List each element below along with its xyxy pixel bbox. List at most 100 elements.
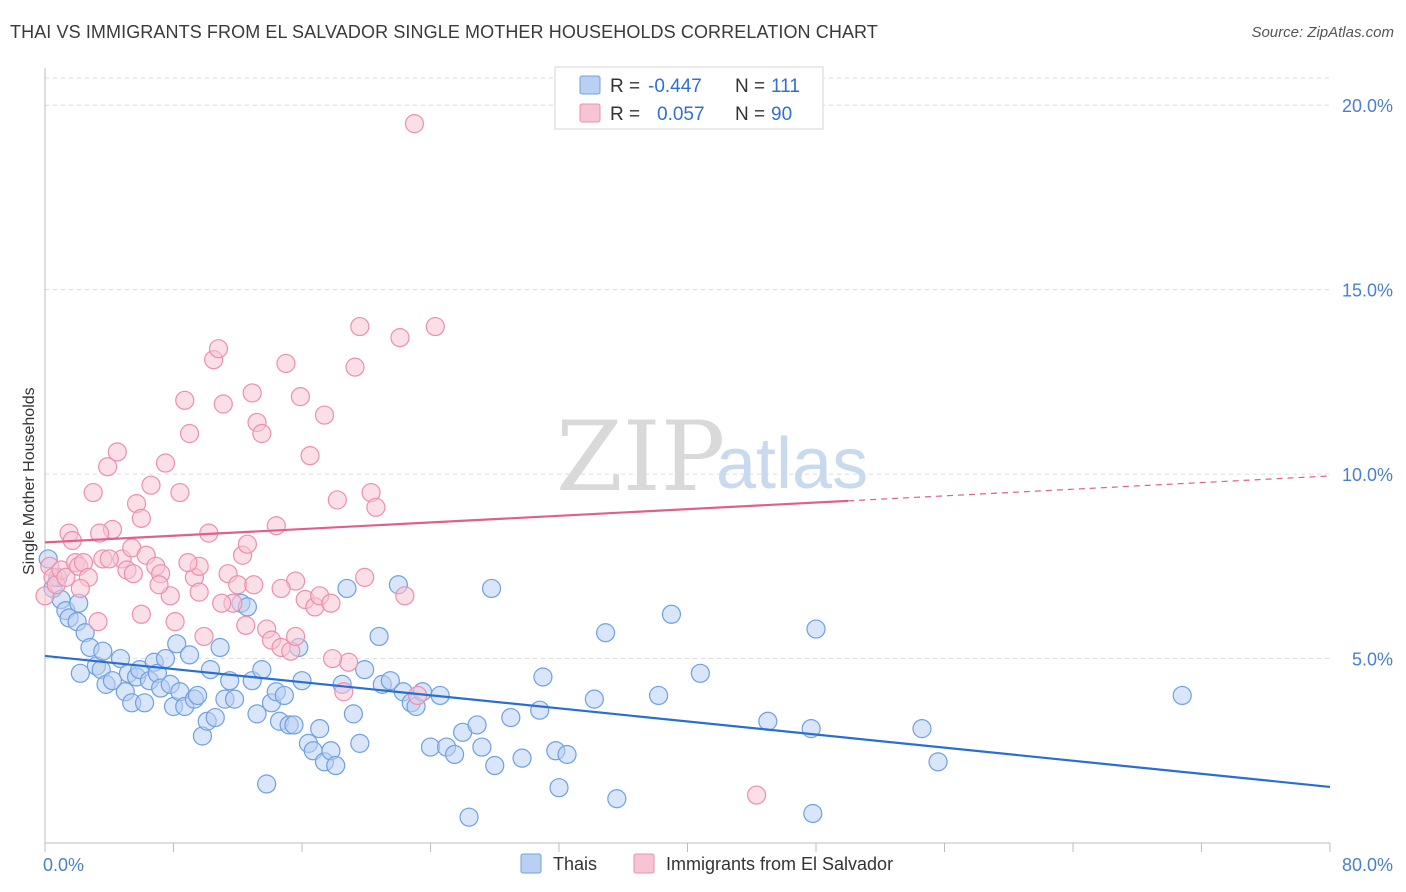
el-salvador-trend-line-extension xyxy=(848,475,1331,502)
el-salvador-point xyxy=(338,652,359,672)
thais-point xyxy=(187,685,208,706)
x-tick-label: 80.0% xyxy=(1342,855,1393,875)
bottom-legend-swatch-el-salvador xyxy=(633,853,655,874)
thais-point xyxy=(179,645,200,665)
thais-point xyxy=(284,715,304,735)
legend-n-value-el-salvador: 90 xyxy=(771,104,792,125)
el-salvador-point xyxy=(314,405,335,425)
el-salvador-point xyxy=(285,626,306,647)
el-salvador-point xyxy=(83,482,103,503)
bottom-legend-label-el-salvador: Immigrants from El Salvador xyxy=(666,854,893,874)
thais-point xyxy=(205,707,225,728)
el-salvador-point xyxy=(141,475,161,495)
thais-point xyxy=(93,641,113,661)
el-salvador-point xyxy=(88,612,108,632)
legend-swatch-el-salvador xyxy=(579,103,601,123)
legend-box: R = -0.447 N = 111 R = 0.057 N = 90 xyxy=(554,66,824,130)
thais-point xyxy=(343,704,363,724)
legend-n-label-el-salvador: N = xyxy=(735,104,765,125)
el-salvador-point xyxy=(276,353,296,374)
thais-point xyxy=(472,737,492,757)
legend-r-value-el-salvador: 0.057 xyxy=(657,104,705,125)
thais-point xyxy=(167,634,187,654)
legend-r-label-thais: R = xyxy=(610,76,640,97)
thais-point xyxy=(102,671,123,691)
el-salvador-point xyxy=(189,582,209,602)
el-salvador-point xyxy=(212,593,232,613)
thais-point xyxy=(928,752,948,772)
legend-r-label-el-salvador: R = xyxy=(610,104,640,125)
el-salvador-point xyxy=(175,390,195,410)
el-salvador-point xyxy=(155,453,176,473)
legend-n-value-thais: 111 xyxy=(771,76,800,97)
legend-n-label-thais: N = xyxy=(735,76,765,97)
thais-point xyxy=(257,774,277,794)
el-salvador-point xyxy=(300,446,320,466)
y-tick-label: 20.0% xyxy=(1342,96,1393,116)
el-salvador-point xyxy=(390,328,410,348)
thais-point xyxy=(485,755,505,776)
thais-point xyxy=(420,737,441,757)
legend-swatch-thais xyxy=(579,75,601,95)
thais-point xyxy=(690,663,710,683)
bottom-legend-label-thais: Thais xyxy=(553,854,597,874)
thais-point xyxy=(661,604,682,624)
el-salvador-point xyxy=(252,423,272,444)
el-salvador-point xyxy=(213,394,233,414)
el-salvador-point xyxy=(123,564,143,584)
bottom-legend: Thais Immigrants from El Salvador xyxy=(520,853,893,874)
el-salvador-point xyxy=(322,648,343,669)
el-salvador-point xyxy=(366,497,386,517)
el-salvador-point xyxy=(355,567,375,587)
thais-point xyxy=(595,623,616,643)
el-salvador-point xyxy=(350,316,370,337)
chart-title: THAI VS IMMIGRANTS FROM EL SALVADOR SING… xyxy=(10,22,878,42)
el-salvador-point xyxy=(244,575,264,595)
thais-point xyxy=(310,719,330,739)
y-axis-label: Single Mother Households xyxy=(21,387,38,575)
y-tick-label: 5.0% xyxy=(1352,650,1393,670)
thais-point xyxy=(459,807,479,827)
el-salvador-trend-line xyxy=(44,499,849,544)
source-credit: Source: ZipAtlas.com xyxy=(1251,24,1394,41)
thais-point xyxy=(155,648,176,669)
el-salvador-point xyxy=(90,523,110,543)
thais-point xyxy=(274,685,294,706)
thais-point xyxy=(326,755,346,776)
el-salvador-point xyxy=(345,357,365,377)
thais-point xyxy=(350,733,370,753)
thais-point xyxy=(912,719,932,739)
watermark-zip: ZIP xyxy=(556,401,725,513)
el-salvador-point xyxy=(56,567,76,587)
el-salvador-point xyxy=(165,612,185,632)
el-salvador-point xyxy=(237,534,257,554)
thais-trend-line xyxy=(44,654,1331,789)
thais-point xyxy=(584,689,604,709)
el-salvador-point xyxy=(179,423,200,444)
gridlines xyxy=(45,77,1330,660)
el-salvador-point xyxy=(236,615,256,635)
el-salvador-point xyxy=(266,516,286,536)
watermark: ZIP atlas xyxy=(556,401,868,513)
tick-labels: 5.0% 10.0% 15.0% 20.0% 0.0% 80.0% xyxy=(43,96,1393,875)
bottom-legend-swatch-thais xyxy=(520,853,542,874)
el-salvador-point xyxy=(228,575,248,595)
thais-point xyxy=(200,660,221,680)
el-salvador-point xyxy=(208,339,229,359)
el-salvador-point xyxy=(271,578,291,599)
thais-point xyxy=(758,711,778,731)
el-salvador-point xyxy=(327,490,347,510)
thais-point xyxy=(70,663,90,683)
thais-point xyxy=(481,578,502,599)
thais-point xyxy=(530,700,550,720)
y-tick-label: 10.0% xyxy=(1342,465,1393,485)
thais-point xyxy=(210,637,230,658)
thais-point xyxy=(803,803,823,824)
thais-point xyxy=(648,685,669,706)
el-salvador-point xyxy=(194,626,214,647)
el-salvador-point xyxy=(746,785,767,805)
data-points xyxy=(35,114,1192,827)
thais-point xyxy=(501,707,521,728)
el-salvador-point xyxy=(395,586,415,606)
axes xyxy=(44,68,1331,852)
